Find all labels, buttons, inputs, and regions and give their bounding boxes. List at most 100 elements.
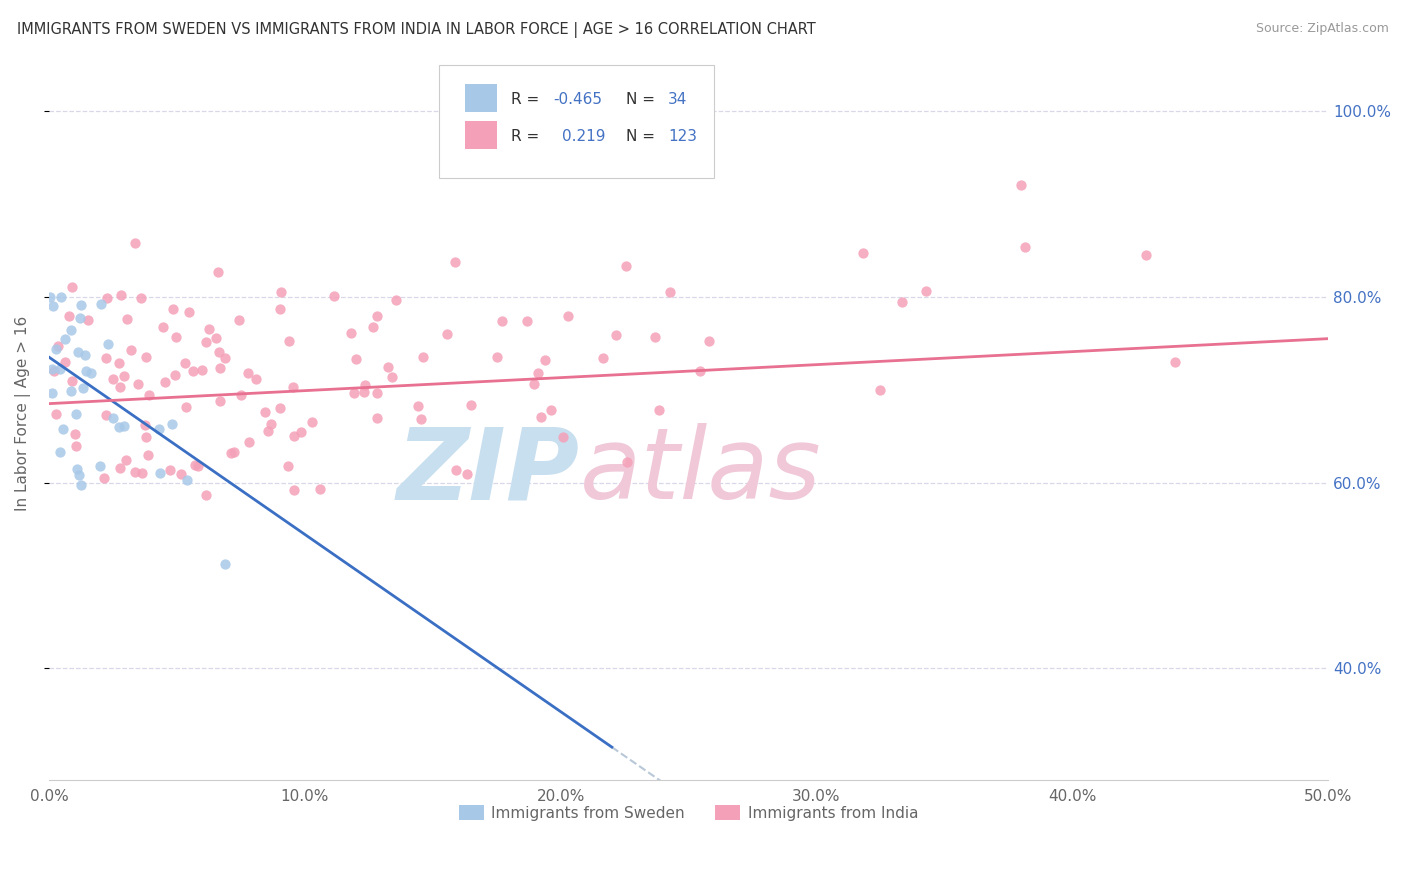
Point bbox=[229, 388, 252, 402]
Point bbox=[530, 409, 553, 424]
Point bbox=[179, 305, 201, 319]
Point bbox=[526, 367, 548, 381]
Point bbox=[108, 356, 131, 370]
Point bbox=[165, 368, 187, 383]
Point bbox=[120, 343, 142, 358]
Point bbox=[409, 411, 432, 425]
Point bbox=[131, 466, 153, 480]
Point bbox=[277, 459, 299, 474]
Text: 34: 34 bbox=[668, 92, 688, 106]
Point bbox=[283, 483, 305, 497]
Point bbox=[96, 291, 118, 305]
Point bbox=[134, 417, 156, 432]
Point bbox=[60, 323, 83, 337]
Point bbox=[614, 259, 637, 273]
Text: N =: N = bbox=[626, 92, 655, 106]
Point bbox=[1163, 355, 1185, 369]
Point bbox=[65, 407, 87, 421]
Text: N =: N = bbox=[626, 129, 655, 144]
Point bbox=[236, 366, 259, 380]
Point bbox=[124, 236, 146, 251]
Point bbox=[149, 466, 172, 480]
Point bbox=[659, 285, 682, 300]
Point bbox=[343, 385, 366, 400]
Point bbox=[112, 368, 135, 383]
Point bbox=[138, 388, 160, 402]
Point bbox=[270, 285, 292, 300]
Point bbox=[70, 478, 93, 492]
Point bbox=[165, 330, 187, 344]
Point bbox=[852, 246, 875, 260]
Point bbox=[344, 351, 367, 366]
Point bbox=[301, 415, 323, 429]
Point bbox=[540, 402, 562, 417]
Point bbox=[366, 309, 388, 323]
Point bbox=[534, 353, 557, 368]
Point bbox=[339, 326, 361, 341]
Point bbox=[869, 383, 891, 397]
Point bbox=[257, 425, 280, 439]
Point bbox=[186, 458, 208, 473]
Point bbox=[214, 557, 236, 571]
Point bbox=[176, 473, 198, 487]
Point bbox=[45, 407, 67, 421]
Point bbox=[67, 468, 90, 483]
Point bbox=[183, 458, 205, 472]
Point bbox=[204, 331, 226, 345]
Point bbox=[195, 334, 218, 349]
Point bbox=[523, 376, 546, 391]
Point bbox=[181, 364, 204, 378]
Point bbox=[269, 401, 291, 415]
Point bbox=[269, 302, 291, 317]
Point bbox=[174, 400, 197, 414]
Point bbox=[309, 482, 332, 496]
Point bbox=[101, 372, 124, 386]
Point bbox=[278, 334, 301, 348]
Text: IMMIGRANTS FROM SWEDEN VS IMMIGRANTS FROM INDIA IN LABOR FORCE | AGE > 16 CORREL: IMMIGRANTS FROM SWEDEN VS IMMIGRANTS FRO… bbox=[17, 22, 815, 38]
Point bbox=[174, 356, 197, 370]
Point bbox=[914, 285, 936, 299]
Text: R =: R = bbox=[510, 129, 538, 144]
Point bbox=[69, 310, 91, 325]
Point bbox=[96, 351, 118, 365]
Point bbox=[59, 384, 82, 398]
Point bbox=[254, 405, 277, 419]
Point bbox=[412, 350, 434, 364]
Point bbox=[644, 330, 666, 344]
Point bbox=[384, 293, 406, 308]
Point bbox=[162, 301, 184, 316]
Point bbox=[70, 298, 93, 312]
FancyBboxPatch shape bbox=[465, 121, 496, 149]
Point bbox=[436, 327, 458, 342]
Text: R =: R = bbox=[510, 92, 538, 106]
Point bbox=[214, 351, 236, 365]
Point bbox=[155, 375, 177, 389]
Point bbox=[363, 319, 385, 334]
Point bbox=[60, 280, 83, 294]
Point bbox=[124, 465, 146, 479]
Point bbox=[49, 290, 72, 304]
Text: atlas: atlas bbox=[579, 423, 821, 520]
Point bbox=[238, 434, 260, 449]
Point bbox=[1010, 178, 1032, 193]
Point bbox=[108, 460, 131, 475]
Point bbox=[107, 420, 129, 434]
Point bbox=[93, 471, 115, 485]
Point bbox=[52, 422, 75, 436]
Point bbox=[127, 377, 149, 392]
Point bbox=[115, 312, 138, 326]
Point bbox=[366, 385, 388, 400]
Point bbox=[112, 419, 135, 434]
Point bbox=[191, 363, 214, 377]
Point bbox=[353, 384, 375, 399]
Point bbox=[131, 291, 153, 305]
Point bbox=[281, 380, 304, 394]
Text: -0.465: -0.465 bbox=[553, 92, 602, 106]
Point bbox=[63, 426, 86, 441]
Point bbox=[45, 342, 67, 356]
Point bbox=[224, 445, 246, 459]
Point bbox=[198, 322, 221, 336]
Legend: Immigrants from Sweden, Immigrants from India: Immigrants from Sweden, Immigrants from … bbox=[453, 799, 924, 827]
Point bbox=[135, 430, 157, 444]
Point bbox=[49, 445, 72, 459]
